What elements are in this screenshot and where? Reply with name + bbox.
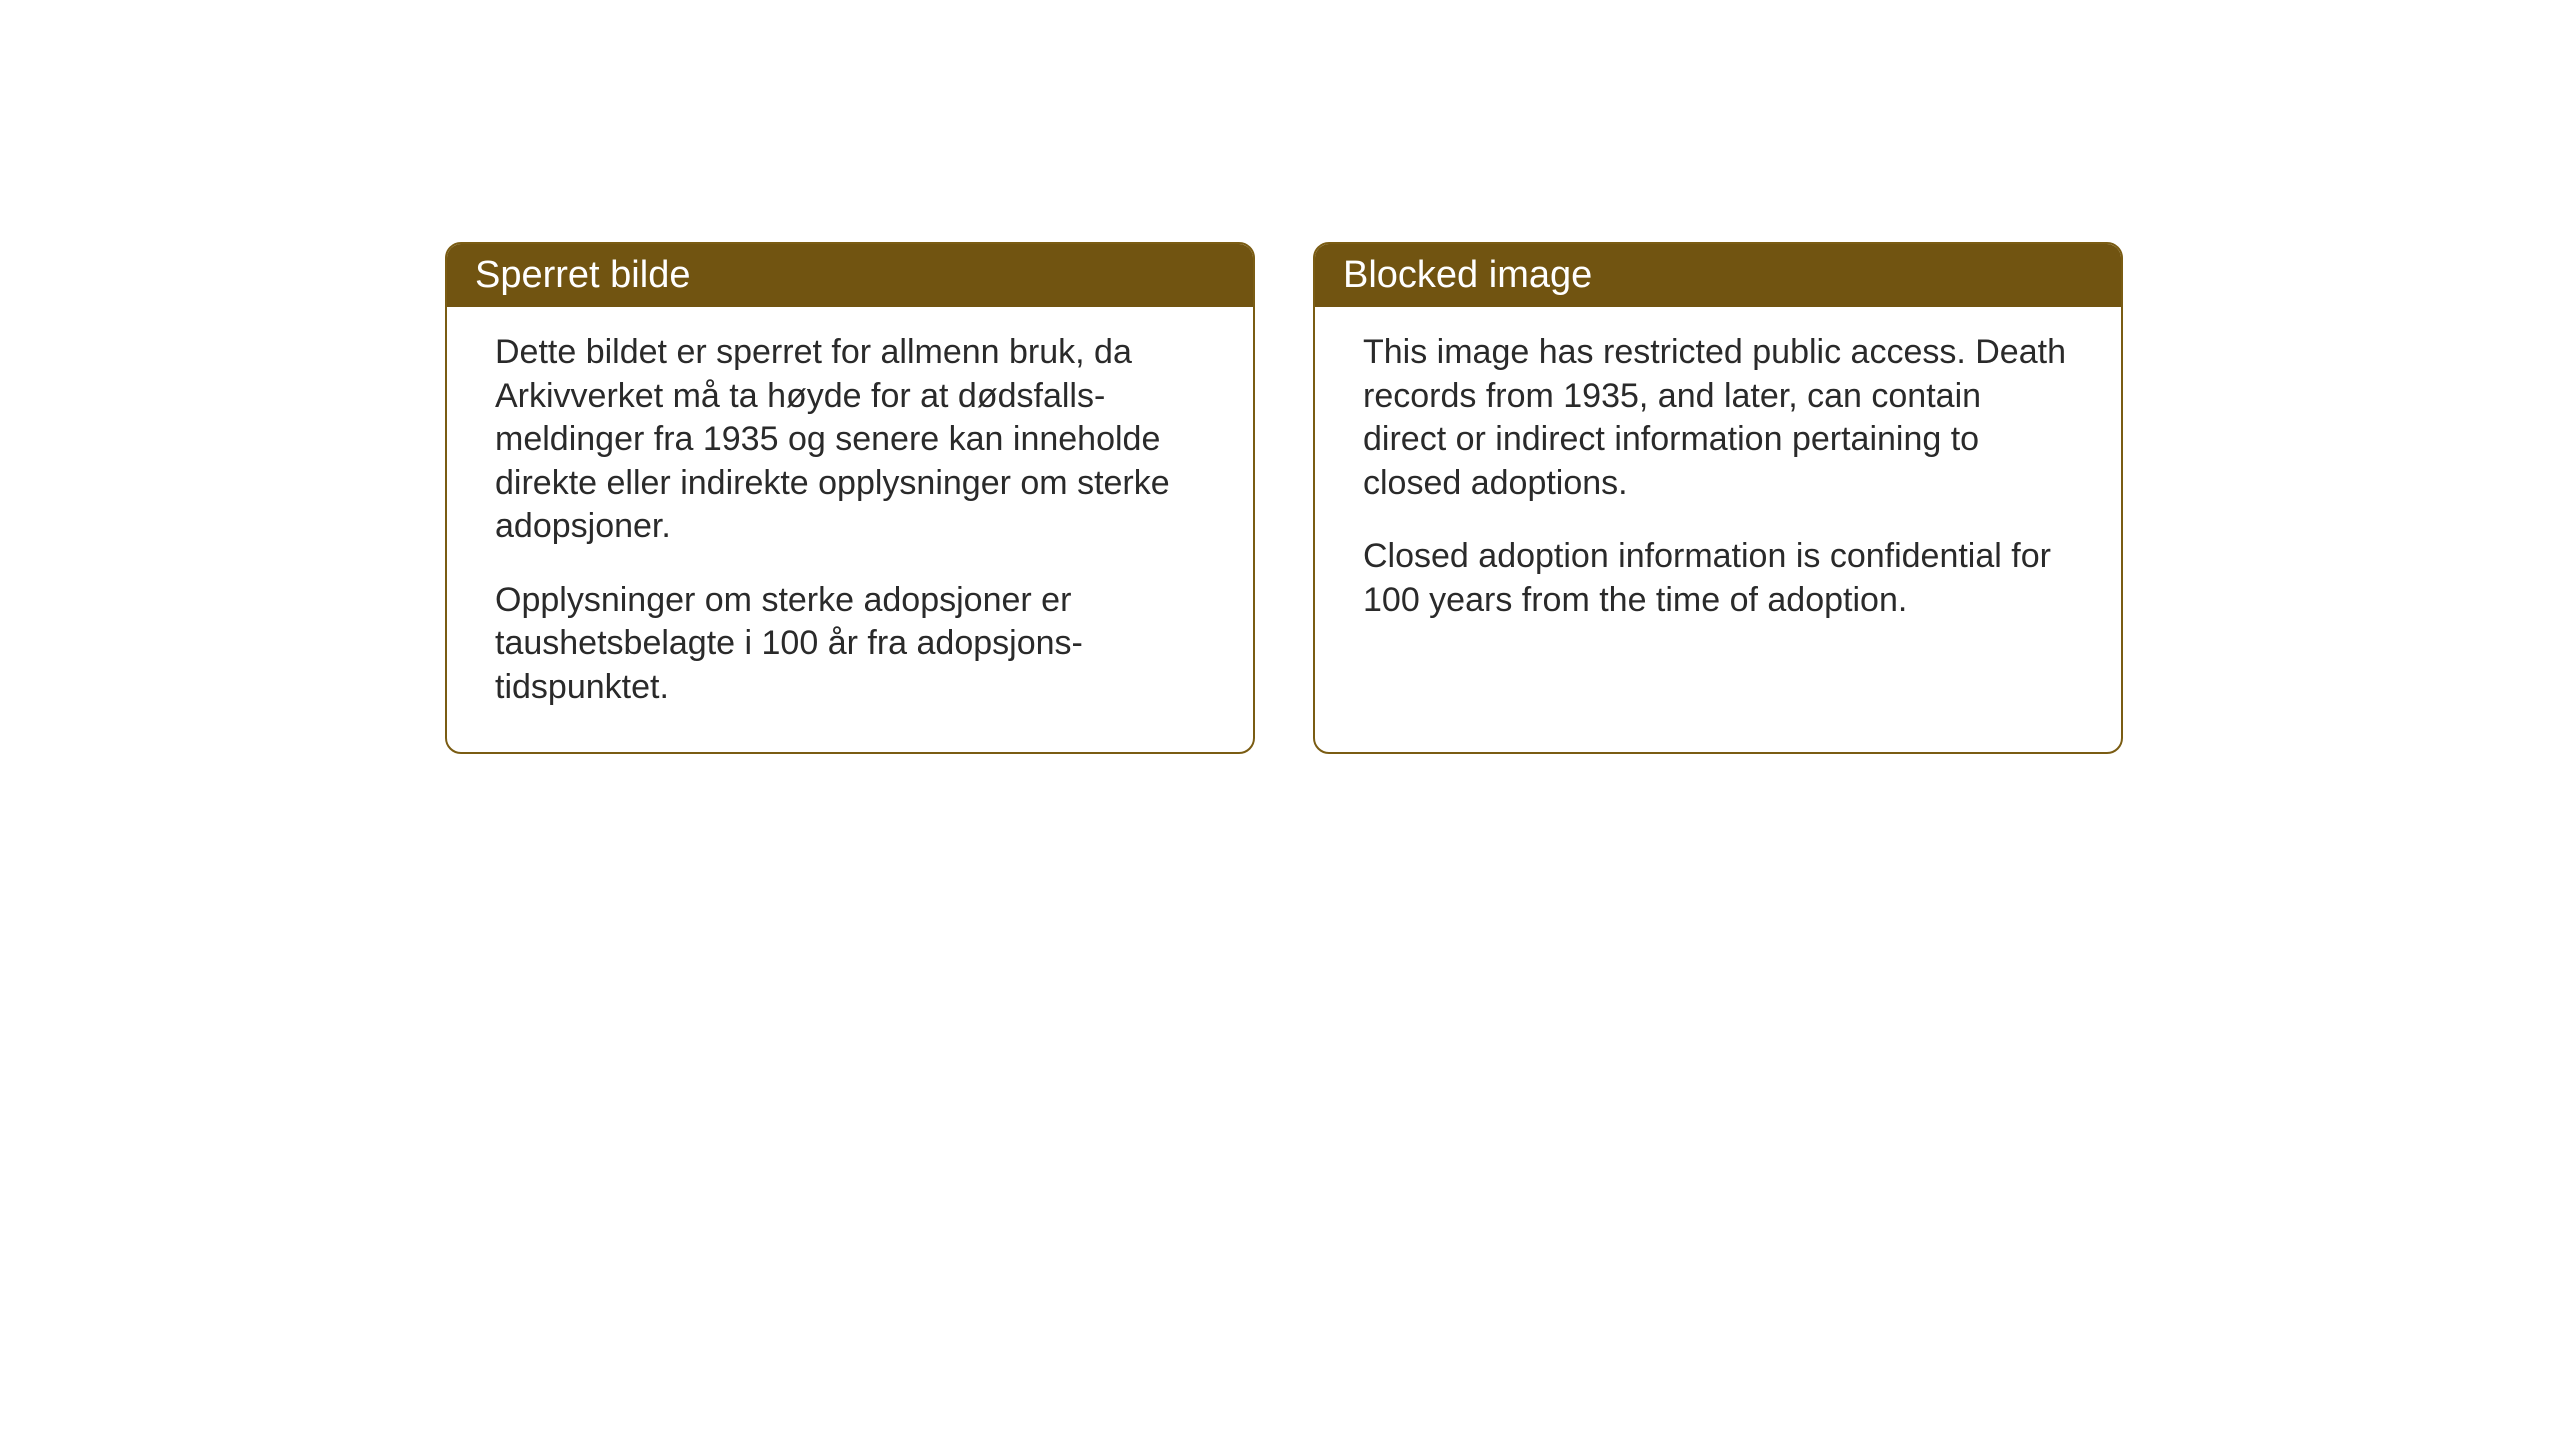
notice-cards-container: Sperret bilde Dette bildet er sperret fo… — [445, 242, 2123, 754]
card-title-english: Blocked image — [1343, 254, 1592, 296]
card-header-english: Blocked image — [1315, 244, 2121, 307]
card-body-english: This image has restricted public access.… — [1315, 307, 2121, 658]
card-title-norwegian: Sperret bilde — [475, 254, 690, 296]
card-paragraph-2-english: Closed adoption information is confident… — [1363, 535, 2073, 622]
blocked-image-card-english: Blocked image This image has restricted … — [1313, 242, 2123, 754]
blocked-image-card-norwegian: Sperret bilde Dette bildet er sperret fo… — [445, 242, 1255, 754]
card-paragraph-1-norwegian: Dette bildet er sperret for allmenn bruk… — [495, 331, 1205, 549]
card-paragraph-2-norwegian: Opplysninger om sterke adopsjoner er tau… — [495, 579, 1205, 710]
card-paragraph-1-english: This image has restricted public access.… — [1363, 331, 2073, 505]
card-body-norwegian: Dette bildet er sperret for allmenn bruk… — [447, 307, 1253, 745]
card-header-norwegian: Sperret bilde — [447, 244, 1253, 307]
